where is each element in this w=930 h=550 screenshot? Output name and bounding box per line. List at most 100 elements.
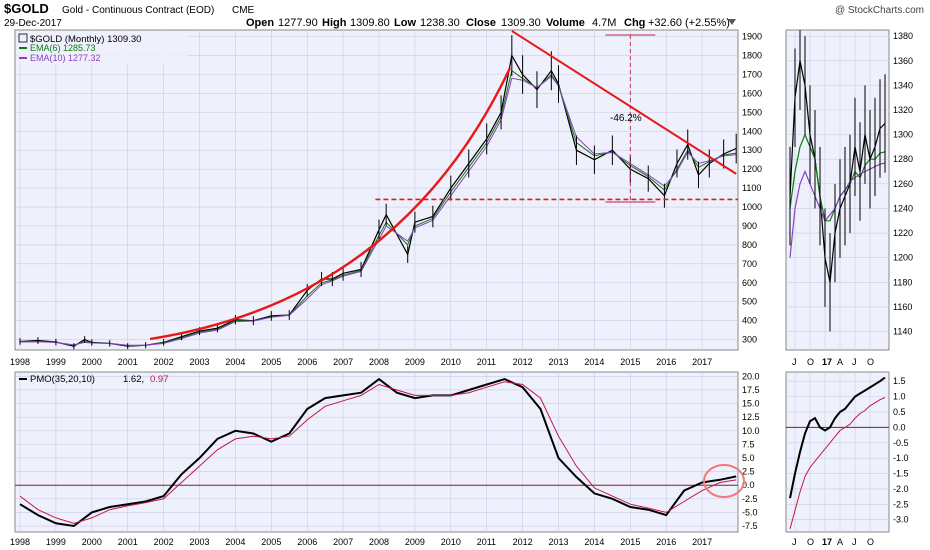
zoom-pmo-tick-label: -0.5 <box>893 438 909 448</box>
pmo-panel <box>14 371 739 533</box>
chg-label: Chg <box>624 17 645 29</box>
zoom-price-tick-label: 1260 <box>893 179 913 189</box>
zoom-price-tick-label: 1280 <box>893 154 913 164</box>
low-label: Low <box>394 17 416 29</box>
zoom-pmo-pmo-line <box>789 376 886 499</box>
year-tick-label: 2015 <box>620 357 640 367</box>
high-label: High <box>322 17 347 29</box>
price-tick-label: 1000 <box>742 202 762 212</box>
pmo-year-tick-label: 2016 <box>656 537 676 547</box>
zoom-price-tick-label: 1160 <box>893 302 912 312</box>
legend-bg <box>18 32 188 65</box>
pmo-year-tick-label: 2004 <box>225 537 245 547</box>
pmo-year-tick-label: 2008 <box>369 537 389 547</box>
pmo-year-tick-label: 2012 <box>513 537 533 547</box>
zoom-price-panel <box>785 29 890 351</box>
volume-label: Volume <box>546 17 585 29</box>
low-value: 1238.30 <box>420 17 460 29</box>
zoom-pmo-tick-label: 0.0 <box>893 422 906 432</box>
zoom-month-tick-label: J <box>852 357 857 367</box>
zoom-pmo-tick-label: 1.5 <box>893 376 906 386</box>
pmo-signal-value: 0.97 <box>150 374 169 385</box>
pmo-year-tick-label: 2014 <box>584 537 604 547</box>
zoom-pmo-tick-label: -2.5 <box>893 499 909 509</box>
pmo-tick-label: 20.0 <box>742 371 760 381</box>
pmo-year-tick-label: 2005 <box>261 537 281 547</box>
year-tick-label: 2003 <box>190 357 210 367</box>
zoom-price-tick-label: 1200 <box>893 253 913 263</box>
trend-annotations <box>149 30 745 498</box>
year-tick-label: 1999 <box>46 357 66 367</box>
close-label: Close <box>466 17 496 29</box>
series-lines <box>19 30 886 530</box>
drop-annotation: -46.2% <box>610 113 642 124</box>
resistance-trendline <box>511 30 737 175</box>
zoom-month-tick-label: A <box>837 357 843 367</box>
year-tick-label: 1998 <box>10 357 30 367</box>
pmo-year-tick-label: 2010 <box>441 537 461 547</box>
price-tick-label: 1800 <box>742 51 762 61</box>
pmo-tick-label: -5.0 <box>742 507 758 517</box>
pmo-signal-line <box>19 381 737 524</box>
zoom-price-tick-label: 1180 <box>893 277 912 287</box>
year-tick-label: 2001 <box>118 357 138 367</box>
legend-ema6: EMA(6) 1285.73 <box>30 43 96 53</box>
zoom-pmo-panel <box>785 371 890 533</box>
year-tick-label: 2004 <box>225 357 245 367</box>
year-tick-label: 2013 <box>549 357 569 367</box>
price-tick-label: 1300 <box>742 145 762 155</box>
zoom-price-tick-label: 1360 <box>893 56 913 66</box>
pmo-tick-label: 17.5 <box>742 385 760 395</box>
pmo-year-tick-label: 2013 <box>549 537 569 547</box>
pmo-tick-label: 5.0 <box>742 453 755 463</box>
pmo-label: PMO(35,20,10) <box>30 374 95 385</box>
year-tick-label: 2007 <box>333 357 353 367</box>
price-tick-label: 1500 <box>742 107 762 117</box>
zoom-price-tick-label: 1340 <box>893 80 913 90</box>
zoom-pmo-month-tick-label: A <box>837 537 843 547</box>
zoom-pmo-tick-label: -2.0 <box>893 484 909 494</box>
collapse-arrow-icon[interactable] <box>728 19 736 25</box>
instrument-name: Gold - Continuous Contract (EOD) <box>62 5 214 16</box>
year-tick-label: 2008 <box>369 357 389 367</box>
year-tick-label: 2012 <box>513 357 533 367</box>
volume-value: 4.7M <box>592 17 616 29</box>
year-tick-label: 2005 <box>261 357 281 367</box>
zoom-month-tick-label: O <box>867 357 874 367</box>
zoom-price-tick-label: 1140 <box>893 327 912 337</box>
zoom-pmo-tick-label: -3.0 <box>893 515 909 525</box>
pmo-tick-label: 2.5 <box>742 467 755 477</box>
zoom-pmo-tick-label: 1.0 <box>893 392 906 402</box>
pmo-tick-label: -2.5 <box>742 494 758 504</box>
price-tick-label: 600 <box>742 278 757 288</box>
gridlines <box>15 30 889 532</box>
pmo-tick-label: 7.5 <box>742 439 755 449</box>
exchange-label: CME <box>232 5 255 16</box>
zoom-price-tick-label: 1300 <box>893 130 913 140</box>
pmo-year-tick-label: 2002 <box>154 537 174 547</box>
zoom-pmo-signal-line <box>789 397 886 530</box>
price-tick-label: 1700 <box>742 69 762 79</box>
zoom-pmo-month-tick-label: J <box>852 537 857 547</box>
close-value: 1309.30 <box>501 17 541 29</box>
price-tick-label: 1100 <box>742 183 761 193</box>
watermark: @ StockCharts.com <box>835 5 924 16</box>
year-tick-label: 2009 <box>405 357 425 367</box>
zoom-price-gold-monthly-line <box>789 60 886 283</box>
legend-series: $GOLD (Monthly) 1309.30 <box>30 34 141 45</box>
year-tick-label: 2010 <box>441 357 461 367</box>
pmo-year-tick-label: 2009 <box>405 537 425 547</box>
bar-legend-icon <box>18 33 28 43</box>
price-ema-10-line <box>19 75 737 346</box>
zoom-price-tick-label: 1220 <box>893 228 913 238</box>
zoom-month-tick-label: 17 <box>822 357 832 367</box>
price-tick-label: 800 <box>742 240 757 250</box>
zoom-month-tick-label: O <box>807 357 814 367</box>
high-value: 1309.80 <box>350 17 390 29</box>
pmo-year-tick-label: 2001 <box>118 537 138 547</box>
zoom-pmo-month-tick-label: J <box>792 537 797 547</box>
price-tick-label: 300 <box>742 335 757 345</box>
legend-ema10: EMA(10) 1277.32 <box>30 53 101 63</box>
zoom-price-ema-10-line <box>789 162 886 258</box>
year-tick-label: 2000 <box>82 357 102 367</box>
